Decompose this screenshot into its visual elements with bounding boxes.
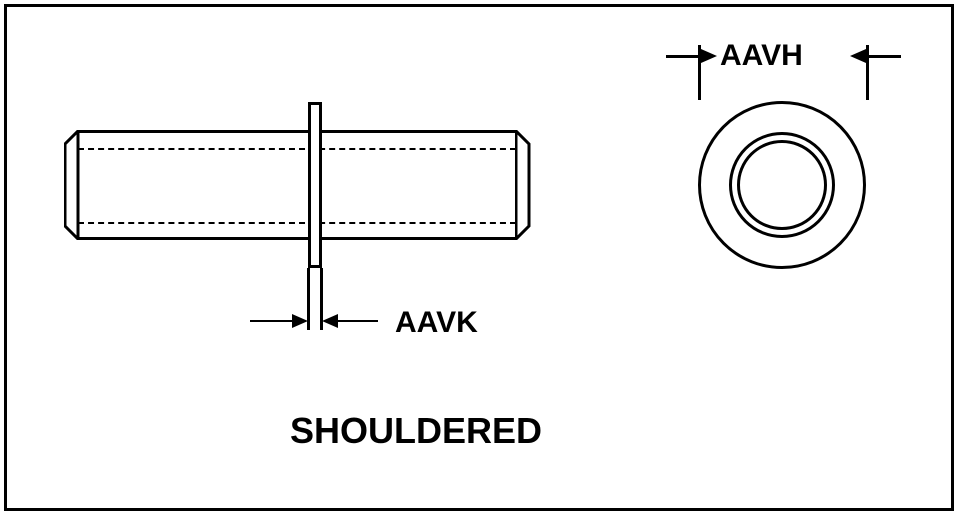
aavk-label: AAVK bbox=[395, 306, 478, 340]
aavh-ext-right bbox=[866, 45, 869, 100]
inner-circle bbox=[737, 140, 827, 230]
chamfer-right bbox=[515, 130, 532, 240]
aavk-line-right bbox=[338, 320, 378, 322]
aavh-line-right-ext bbox=[866, 55, 901, 58]
shoulder-collar bbox=[308, 102, 322, 268]
aavk-arrow-left bbox=[292, 314, 308, 328]
aavk-line-left bbox=[250, 320, 292, 322]
aavh-arrow-left bbox=[701, 49, 717, 63]
drawing-title: SHOULDERED bbox=[290, 410, 542, 452]
aavh-line-left-ext bbox=[666, 55, 701, 58]
thread-line-top bbox=[78, 148, 516, 150]
aavh-arrow-right bbox=[850, 49, 866, 63]
thread-line-bottom bbox=[78, 222, 516, 224]
aavk-arrow-right bbox=[322, 314, 338, 328]
aavh-label: AAVH bbox=[720, 39, 803, 73]
